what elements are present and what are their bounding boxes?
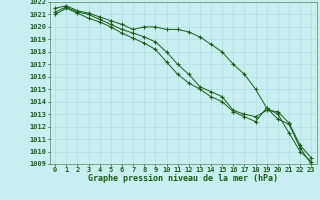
- X-axis label: Graphe pression niveau de la mer (hPa): Graphe pression niveau de la mer (hPa): [88, 174, 278, 183]
